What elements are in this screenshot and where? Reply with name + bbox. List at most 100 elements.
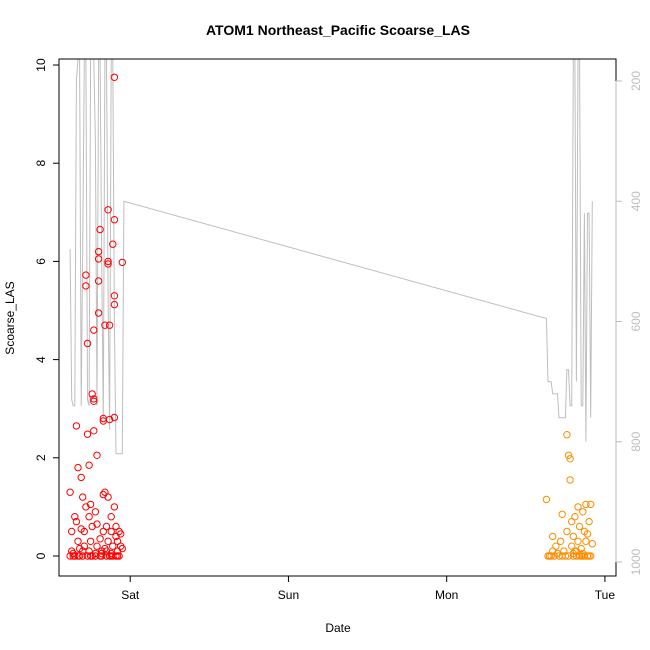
scatter-point-series-2 xyxy=(561,552,570,560)
y2-tick-label: 400 xyxy=(629,191,643,211)
scatter-point-series-1 xyxy=(104,537,112,545)
scatter-point-series-1 xyxy=(83,552,92,560)
scatter-point-series-1 xyxy=(93,542,101,550)
scatter-point-series-2 xyxy=(579,549,587,558)
scatter-point-series-2 xyxy=(588,540,596,548)
scatter-point-series-1 xyxy=(110,300,119,309)
scatter-point-series-1 xyxy=(110,73,119,82)
scatter-point-series-1 xyxy=(69,552,77,560)
scatter-point-series-1 xyxy=(82,271,90,279)
scatter-point-series-1 xyxy=(68,527,76,536)
axes: 0 2 4 6 8 10 200 400 600 800 1000 Sat Sun Mon Tue xyxy=(34,58,643,602)
scatter-point-series-2 xyxy=(571,513,579,521)
scatter-point-series-2 xyxy=(587,552,595,560)
y-tick-label: 8 xyxy=(34,160,48,167)
scatter-point-series-1 xyxy=(79,552,87,560)
scatter-point-series-1 xyxy=(83,430,92,438)
scatter-point-series-1 xyxy=(86,500,95,509)
scatter-point-series-1 xyxy=(83,339,92,348)
scatter-point-series-1 xyxy=(105,415,114,424)
scatter-point-series-1 xyxy=(90,395,98,403)
scatter-point-series-1 xyxy=(117,530,125,538)
scatter-point-series-2 xyxy=(574,537,582,545)
scatter-point-series-1 xyxy=(72,422,81,430)
scatter-point-series-1 xyxy=(74,463,82,472)
scatter-point-series-1 xyxy=(101,321,109,329)
x-tick-label: Sat xyxy=(121,588,140,602)
scatter-point-series-1 xyxy=(110,216,119,224)
y2-tick-label: 600 xyxy=(629,311,643,331)
scatter-point-series-2 xyxy=(547,552,555,560)
scatter-point-series-2 xyxy=(583,530,592,538)
scatter-point-series-2 xyxy=(582,537,590,545)
scatter-point-series-2 xyxy=(575,522,584,531)
scatter-point-series-2 xyxy=(563,527,571,536)
scatter-point-series-1 xyxy=(90,397,98,405)
y2-tick-label: 800 xyxy=(629,431,643,451)
scatter-point-series-1 xyxy=(104,493,112,501)
scatter-point-series-1 xyxy=(90,427,98,435)
y-axis-label: Scoarse_LAS xyxy=(3,281,17,354)
scatter-point-series-1 xyxy=(77,473,85,482)
scatter-point-series-2 xyxy=(579,508,587,516)
scatter-point-series-1 xyxy=(102,547,111,555)
scatter-point-series-1 xyxy=(105,321,114,329)
x-tick-label: Sun xyxy=(278,588,299,602)
chart-title: ATOM1 Northeast_Pacific Scoarse_LAS xyxy=(206,22,470,38)
scatter-point-series-1 xyxy=(93,520,101,528)
scatter-point-series-1 xyxy=(85,513,93,521)
scatter-point-series-2 xyxy=(574,503,582,511)
scatter-point-series-1 xyxy=(94,277,103,285)
scatter-point-series-1 xyxy=(94,255,103,263)
scatter-point-series-1 xyxy=(94,247,103,256)
y2-tick-label: 1000 xyxy=(629,548,643,575)
y-tick-label: 6 xyxy=(34,258,48,265)
scatter-point-series-2 xyxy=(552,542,560,550)
scatter-point-series-1 xyxy=(104,257,112,266)
scatter-point-series-1 xyxy=(93,451,101,459)
y-tick-label: 0 xyxy=(34,552,48,559)
scatter-point-series-1 xyxy=(66,488,74,496)
x-tick-label: Mon xyxy=(435,588,458,602)
scatter-point-series-1 xyxy=(71,513,79,521)
scatter-point-series-1 xyxy=(118,258,127,267)
y2-tick-label: 200 xyxy=(629,71,643,91)
scatter-point-series-2 xyxy=(569,532,577,541)
x-tick-label: Tue xyxy=(595,588,616,602)
scatter-point-series-1 xyxy=(74,552,82,560)
scatter-point-series-1 xyxy=(74,537,82,545)
scatter-point-series-2 xyxy=(563,431,571,439)
scatter-point-series-1 xyxy=(104,206,112,214)
scatter-point-series-2 xyxy=(572,547,581,555)
scatter-point-series-2 xyxy=(582,500,590,509)
scatter-point-series-1 xyxy=(110,292,119,300)
scatter-point-series-1 xyxy=(85,461,93,469)
x-axis-label: Date xyxy=(325,621,351,635)
scatter-point-series-1 xyxy=(88,390,96,398)
scatter-point-series-1 xyxy=(79,493,87,501)
scatter-point-series-1 xyxy=(109,240,117,248)
scatter-point-series-2 xyxy=(542,495,551,504)
scatter-point-series-1 xyxy=(96,225,104,234)
y-tick-label: 2 xyxy=(34,454,48,461)
scatter-point-series-1 xyxy=(118,544,127,553)
scatter-point-series-1 xyxy=(110,413,119,422)
scatter-point-series-1 xyxy=(91,508,100,516)
y-tick-label: 10 xyxy=(34,58,48,72)
y-tick-label: 4 xyxy=(34,356,48,363)
scatter-point-series-1 xyxy=(109,542,117,550)
scatter-point-series-2 xyxy=(587,500,595,509)
scatter-point-series-1 xyxy=(80,527,89,536)
scatter-point-series-1 xyxy=(107,527,115,536)
scatter-point-series-2 xyxy=(566,455,574,463)
scatter-point-series-2 xyxy=(560,547,568,555)
scatter-point-series-1 xyxy=(80,542,89,550)
scatter-point-series-1 xyxy=(113,552,122,560)
scatter-point-series-2 xyxy=(558,510,566,518)
scatter-point-series-2 xyxy=(585,517,593,526)
scatter-point-series-1 xyxy=(72,517,81,526)
scatter-point-series-2 xyxy=(549,532,557,541)
scatter-point-series-1 xyxy=(110,503,119,511)
